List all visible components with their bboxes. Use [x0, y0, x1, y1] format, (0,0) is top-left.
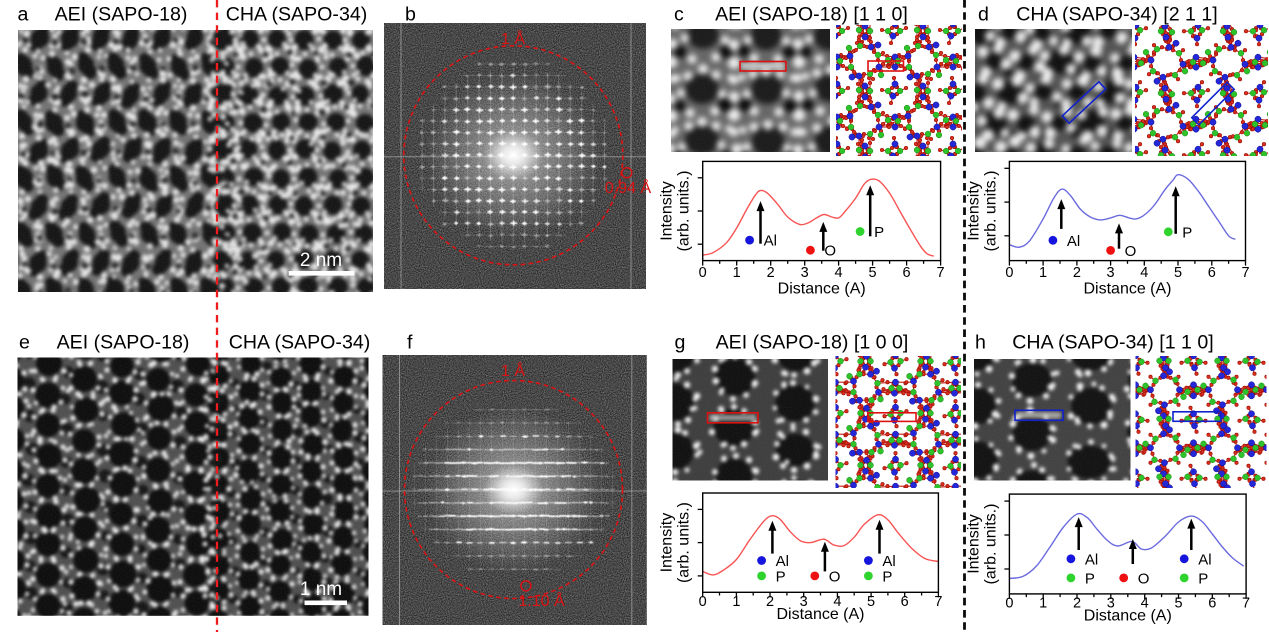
svg-text:1: 1 [732, 594, 740, 610]
svg-text:c: c [674, 4, 684, 26]
svg-text:O: O [829, 568, 841, 585]
svg-text:4: 4 [1141, 595, 1149, 611]
svg-text:Intensity(arb. units.): Intensity(arb. units.) [965, 171, 999, 252]
svg-text:1: 1 [733, 265, 741, 281]
svg-text:3: 3 [1107, 265, 1115, 281]
svg-text:Al: Al [882, 553, 895, 570]
svg-text:CHA (SAPO-34) [2 1 1]: CHA (SAPO-34) [2 1 1] [1016, 4, 1217, 26]
svg-text:6: 6 [901, 594, 909, 610]
svg-text:2 nm: 2 nm [300, 250, 342, 271]
svg-text:2: 2 [1073, 265, 1081, 281]
svg-text:CHA (SAPO-34): CHA (SAPO-34) [229, 332, 371, 354]
svg-text:2: 2 [766, 594, 774, 610]
svg-text:0.94 Å: 0.94 Å [605, 178, 652, 197]
svg-text:4: 4 [833, 594, 841, 610]
svg-text:Distance (A): Distance (A) [778, 281, 866, 298]
svg-text:7: 7 [934, 594, 942, 610]
svg-text:f: f [407, 332, 413, 354]
svg-text:0: 0 [1005, 595, 1013, 611]
svg-text:CHA (SAPO-34) [1 1 0]: CHA (SAPO-34) [1 1 0] [1012, 332, 1213, 354]
svg-text:4: 4 [1140, 265, 1148, 281]
svg-text:Distance (A): Distance (A) [1083, 281, 1171, 298]
svg-text:AEI (SAPO-18): AEI (SAPO-18) [57, 332, 190, 354]
svg-text:Al: Al [1085, 551, 1098, 568]
svg-text:Intensity(arb. units.): Intensity(arb. units.) [659, 502, 693, 583]
svg-text:P: P [882, 568, 892, 585]
svg-text:g: g [675, 332, 686, 354]
svg-text:e: e [19, 332, 30, 354]
svg-text:6: 6 [903, 265, 911, 281]
svg-text:4: 4 [835, 265, 843, 281]
svg-text:2: 2 [1073, 595, 1081, 611]
svg-text:d: d [978, 4, 989, 26]
svg-text:3: 3 [1107, 595, 1115, 611]
svg-text:b: b [405, 4, 416, 26]
svg-text:AEI (SAPO-18): AEI (SAPO-18) [55, 4, 188, 26]
svg-text:O: O [824, 243, 836, 260]
svg-text:1 Å: 1 Å [501, 361, 525, 380]
svg-text:7: 7 [1241, 265, 1249, 281]
svg-text:0: 0 [699, 265, 707, 281]
svg-text:1 Å: 1 Å [501, 29, 525, 48]
svg-text:P: P [776, 568, 786, 585]
svg-text:CHA (SAPO-34): CHA (SAPO-34) [226, 4, 368, 26]
svg-text:0: 0 [1005, 265, 1013, 281]
svg-text:0: 0 [699, 594, 707, 610]
svg-text:Intensity(arb. units.): Intensity(arb. units.) [659, 171, 693, 252]
svg-text:P: P [874, 224, 884, 241]
svg-text:O: O [1138, 570, 1150, 587]
svg-text:5: 5 [1174, 265, 1182, 281]
svg-text:1: 1 [1039, 265, 1047, 281]
svg-text:6: 6 [1208, 595, 1216, 611]
svg-text:P: P [1182, 224, 1192, 241]
svg-text:1 nm: 1 nm [300, 579, 342, 600]
svg-text:a: a [18, 4, 29, 26]
svg-text:7: 7 [937, 265, 945, 281]
svg-text:2: 2 [767, 265, 775, 281]
svg-text:7: 7 [1242, 595, 1250, 611]
svg-text:5: 5 [869, 265, 877, 281]
svg-text:Al: Al [1198, 551, 1211, 568]
svg-text:h: h [975, 332, 986, 354]
svg-text:1: 1 [1039, 595, 1047, 611]
svg-text:Distance (A): Distance (A) [1084, 607, 1172, 624]
svg-text:AEI (SAPO-18) [1 0 0]: AEI (SAPO-18) [1 0 0] [716, 332, 909, 354]
svg-text:3: 3 [801, 265, 809, 281]
svg-text:P: P [1085, 570, 1095, 587]
svg-text:AEI (SAPO-18) [1 1 0]: AEI (SAPO-18) [1 1 0] [715, 4, 908, 26]
svg-text:O: O [1125, 243, 1137, 260]
svg-text:Distance (A): Distance (A) [776, 606, 864, 623]
svg-text:Al: Al [776, 553, 789, 570]
svg-text:P: P [1198, 570, 1208, 587]
svg-text:6: 6 [1208, 265, 1216, 281]
svg-text:5: 5 [867, 594, 875, 610]
svg-text:Intensity(arb. units.): Intensity(arb. units.) [965, 504, 999, 585]
svg-text:Al: Al [1067, 233, 1080, 250]
svg-text:1.10 Å: 1.10 Å [518, 591, 565, 610]
svg-text:3: 3 [800, 594, 808, 610]
svg-text:5: 5 [1174, 595, 1182, 611]
svg-text:Al: Al [764, 233, 777, 250]
